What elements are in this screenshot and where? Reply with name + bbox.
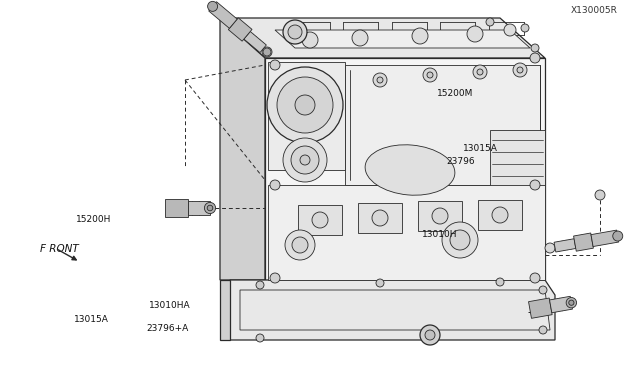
Circle shape <box>486 18 494 26</box>
Text: 13015A: 13015A <box>74 315 108 324</box>
Circle shape <box>521 24 529 32</box>
Circle shape <box>312 212 328 228</box>
Circle shape <box>513 63 527 77</box>
Circle shape <box>467 26 483 42</box>
Circle shape <box>432 208 448 224</box>
Circle shape <box>492 207 508 223</box>
Circle shape <box>207 205 212 211</box>
Circle shape <box>270 273 280 283</box>
Text: 13010HA: 13010HA <box>149 301 191 310</box>
Circle shape <box>291 146 319 174</box>
Text: X130005R: X130005R <box>571 6 618 15</box>
Circle shape <box>207 1 218 12</box>
Circle shape <box>352 30 368 46</box>
Polygon shape <box>275 30 530 48</box>
Circle shape <box>595 190 605 200</box>
Text: 23796+A: 23796+A <box>146 324 188 333</box>
Circle shape <box>530 273 540 283</box>
Polygon shape <box>209 2 237 28</box>
Polygon shape <box>220 280 230 340</box>
Circle shape <box>517 67 523 73</box>
Polygon shape <box>478 200 522 230</box>
Polygon shape <box>345 65 540 185</box>
Circle shape <box>427 72 433 78</box>
Polygon shape <box>165 199 188 217</box>
Circle shape <box>256 281 264 289</box>
Circle shape <box>262 47 272 57</box>
Circle shape <box>612 231 623 241</box>
Text: 15200H: 15200H <box>76 215 111 224</box>
Circle shape <box>539 326 547 334</box>
Circle shape <box>285 230 315 260</box>
Text: 13010H: 13010H <box>422 230 458 239</box>
Circle shape <box>412 28 428 44</box>
Circle shape <box>442 222 478 258</box>
Text: 23796: 23796 <box>447 157 476 166</box>
Circle shape <box>569 300 574 305</box>
Circle shape <box>267 67 343 143</box>
Circle shape <box>539 286 547 294</box>
Circle shape <box>283 20 307 44</box>
Polygon shape <box>268 185 545 280</box>
Circle shape <box>283 138 327 182</box>
Text: 13015A: 13015A <box>463 144 498 153</box>
Circle shape <box>425 330 435 340</box>
Circle shape <box>545 243 555 253</box>
Polygon shape <box>230 280 555 340</box>
Polygon shape <box>490 130 545 210</box>
Polygon shape <box>220 18 545 58</box>
Circle shape <box>373 73 387 87</box>
Polygon shape <box>268 62 345 170</box>
Polygon shape <box>188 201 210 215</box>
Circle shape <box>473 65 487 79</box>
Polygon shape <box>244 32 266 52</box>
Ellipse shape <box>365 145 455 195</box>
Circle shape <box>270 180 280 190</box>
Polygon shape <box>550 296 573 313</box>
Polygon shape <box>220 18 265 280</box>
Circle shape <box>530 180 540 190</box>
Polygon shape <box>298 205 342 235</box>
Circle shape <box>270 60 280 70</box>
Circle shape <box>496 278 504 286</box>
Circle shape <box>300 155 310 165</box>
Text: 15200M: 15200M <box>436 89 473 98</box>
Circle shape <box>263 48 271 56</box>
Circle shape <box>531 44 539 52</box>
Circle shape <box>372 210 388 226</box>
Circle shape <box>292 237 308 253</box>
Circle shape <box>450 230 470 250</box>
Polygon shape <box>529 298 552 318</box>
Circle shape <box>295 95 315 115</box>
Polygon shape <box>240 290 550 330</box>
Polygon shape <box>591 230 619 247</box>
Circle shape <box>504 24 516 36</box>
Circle shape <box>530 53 540 63</box>
Circle shape <box>288 25 302 39</box>
Polygon shape <box>573 233 593 251</box>
Circle shape <box>377 77 383 83</box>
Polygon shape <box>418 201 462 231</box>
Circle shape <box>302 32 318 48</box>
Circle shape <box>477 69 483 75</box>
Circle shape <box>204 202 216 214</box>
Polygon shape <box>228 18 252 41</box>
Circle shape <box>420 325 440 345</box>
Circle shape <box>256 334 264 342</box>
Polygon shape <box>265 58 545 280</box>
Circle shape <box>423 68 437 82</box>
Text: F RONT: F RONT <box>40 244 79 254</box>
Polygon shape <box>358 203 402 233</box>
Circle shape <box>277 77 333 133</box>
Circle shape <box>566 298 577 308</box>
Polygon shape <box>554 239 576 252</box>
Circle shape <box>376 279 384 287</box>
